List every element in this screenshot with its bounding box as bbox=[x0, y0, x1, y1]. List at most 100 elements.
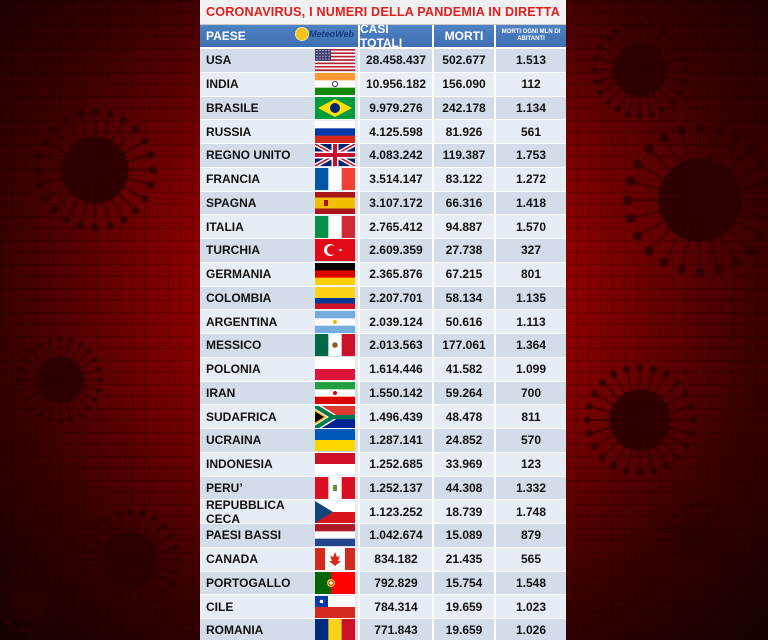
rate-cell: 112 bbox=[521, 77, 541, 92]
cases-cell: 784.314 bbox=[360, 595, 434, 618]
cases-cell: 1.252.137 bbox=[360, 476, 434, 500]
rate-cell: 1.548 bbox=[515, 575, 547, 590]
cases-cell: 834.182 bbox=[360, 547, 434, 571]
deaths-cell: 19.659 bbox=[434, 595, 496, 618]
country-name: MESSICO bbox=[206, 338, 262, 353]
sun-icon bbox=[296, 28, 309, 40]
rate-cell: 811 bbox=[521, 409, 541, 424]
deaths-cell: 18.739 bbox=[434, 500, 496, 523]
rate-cell: 1.748 bbox=[515, 504, 547, 519]
flag-icon-ir bbox=[315, 381, 355, 404]
table-row: CANADA 834.182 21.435 565 bbox=[200, 547, 566, 572]
flag-icon-ru bbox=[315, 120, 355, 143]
country-name: ARGENTINA bbox=[206, 314, 278, 329]
country-name: PORTOGALLO bbox=[206, 575, 291, 590]
table-body: USA 28.458.437 502.677 1.513 INDIA 10.95… bbox=[200, 49, 566, 640]
country-name: FRANCIA bbox=[206, 172, 260, 187]
rate-cell: 561 bbox=[520, 124, 542, 139]
table-header: PAESE MeteoWeb CASI TOTALI MORTI MORTI O… bbox=[200, 22, 566, 50]
table-row: IRAN 1.550.142 59.264 700 bbox=[200, 381, 566, 406]
cases-cell: 771.843 bbox=[360, 619, 434, 640]
cases-cell: 1.042.674 bbox=[360, 524, 434, 547]
country-cell: PAESI BASSI bbox=[200, 524, 360, 547]
deaths-cell: 15.089 bbox=[434, 524, 496, 547]
deaths-cell: 81.926 bbox=[434, 120, 496, 143]
flag-icon-cz bbox=[315, 500, 355, 523]
cases-cell: 10.956.182 bbox=[360, 72, 434, 96]
country-name: INDONESIA bbox=[206, 457, 273, 472]
flag-icon-us bbox=[315, 49, 355, 72]
country-name: CANADA bbox=[206, 552, 258, 567]
country-cell: FRANCIA bbox=[200, 167, 360, 191]
country-cell: INDIA bbox=[200, 72, 360, 96]
cases-cell: 1.550.142 bbox=[360, 381, 434, 405]
rate-cell: 1.134 bbox=[515, 100, 547, 115]
cases-cell: 2.207.701 bbox=[360, 286, 434, 310]
virus-icon bbox=[16, 336, 104, 424]
country-cell: RUSSIA bbox=[200, 120, 360, 143]
flag-icon-id bbox=[315, 453, 355, 476]
deaths-cell: 59.264 bbox=[434, 381, 496, 405]
header-country-label: PAESE bbox=[206, 29, 246, 43]
country-cell: REGNO UNITO bbox=[200, 144, 360, 167]
deaths-cell: 41.582 bbox=[434, 357, 496, 381]
header-deaths: MORTI bbox=[434, 25, 496, 47]
country-cell: REPUBBLICA CECA bbox=[200, 498, 360, 526]
country-name: COLOMBIA bbox=[206, 290, 272, 305]
country-name: ITALIA bbox=[206, 219, 244, 234]
cases-cell: 1.614.446 bbox=[360, 357, 434, 381]
table-row: INDIA 10.956.182 156.090 112 bbox=[200, 72, 566, 97]
rate-cell: 1.364 bbox=[515, 338, 547, 353]
rate-cell: 1.113 bbox=[516, 314, 546, 329]
table-row: USA 28.458.437 502.677 1.513 bbox=[200, 49, 566, 73]
rate-cell: 1.418 bbox=[515, 195, 547, 210]
country-name: IRAN bbox=[206, 385, 236, 400]
cases-cell: 1.496.439 bbox=[360, 405, 434, 428]
country-cell: PORTOGALLO bbox=[200, 571, 360, 595]
rate-cell: 1.023 bbox=[515, 599, 547, 614]
table-row: INDONESIA 1.252.685 33.969 123 bbox=[200, 452, 566, 477]
header-rate: MORTI OGNI MLN DI ABITANTI bbox=[496, 25, 566, 47]
flag-icon-in bbox=[315, 73, 355, 96]
table-row: POLONIA 1.614.446 41.582 1.099 bbox=[200, 357, 566, 382]
deaths-cell: 94.887 bbox=[434, 215, 496, 238]
country-cell: USA bbox=[200, 49, 360, 72]
table-row: PERU’ 1.252.137 44.308 1.332 bbox=[200, 476, 566, 501]
country-name: ROMANIA bbox=[206, 623, 264, 638]
flag-icon-tr bbox=[315, 239, 355, 262]
virus-icon bbox=[583, 363, 697, 477]
country-cell: GERMANIA bbox=[200, 262, 360, 286]
flag-icon-ar bbox=[315, 310, 355, 333]
flag-icon-nl bbox=[315, 524, 355, 547]
deaths-cell: 48.478 bbox=[434, 405, 496, 428]
table-row: SUDAFRICA 1.496.439 48.478 811 bbox=[200, 405, 566, 429]
flag-icon-za bbox=[315, 405, 355, 428]
country-name: SUDAFRICA bbox=[206, 409, 277, 424]
deaths-cell: 33.969 bbox=[434, 452, 496, 476]
deaths-cell: 83.122 bbox=[434, 167, 496, 191]
header-rate-label: MORTI OGNI MLN DI ABITANTI bbox=[501, 29, 561, 42]
deaths-cell: 19.659 bbox=[434, 619, 496, 640]
deaths-cell: 58.134 bbox=[434, 286, 496, 310]
table-row: ARGENTINA 2.039.124 50.616 1.113 bbox=[200, 310, 566, 334]
deaths-cell: 66.316 bbox=[434, 191, 496, 215]
cases-cell: 2.013.563 bbox=[360, 334, 434, 357]
virus-icon bbox=[33, 108, 157, 232]
rate-cell: 1.570 bbox=[515, 219, 547, 234]
meteoweb-logo: MeteoWeb bbox=[296, 28, 354, 40]
rate-cell: 1.332 bbox=[515, 480, 547, 495]
rate-cell: 801 bbox=[520, 267, 542, 282]
country-cell: ARGENTINA bbox=[200, 310, 360, 333]
country-cell: ITALIA bbox=[200, 215, 360, 238]
country-name: USA bbox=[206, 53, 232, 68]
cases-cell: 9.979.276 bbox=[360, 96, 434, 120]
table-row: TURCHIA 2.609.359 27.738 327 bbox=[200, 239, 566, 263]
deaths-cell: 119.387 bbox=[434, 144, 496, 167]
country-name: PAESI BASSI bbox=[206, 528, 282, 543]
country-name: PERU’ bbox=[206, 480, 243, 495]
country-cell: IRAN bbox=[200, 381, 360, 405]
deaths-cell: 27.738 bbox=[434, 239, 496, 262]
country-cell: MESSICO bbox=[200, 334, 360, 357]
flag-icon-ua bbox=[315, 429, 355, 452]
rate-cell: 1.513 bbox=[515, 53, 547, 68]
